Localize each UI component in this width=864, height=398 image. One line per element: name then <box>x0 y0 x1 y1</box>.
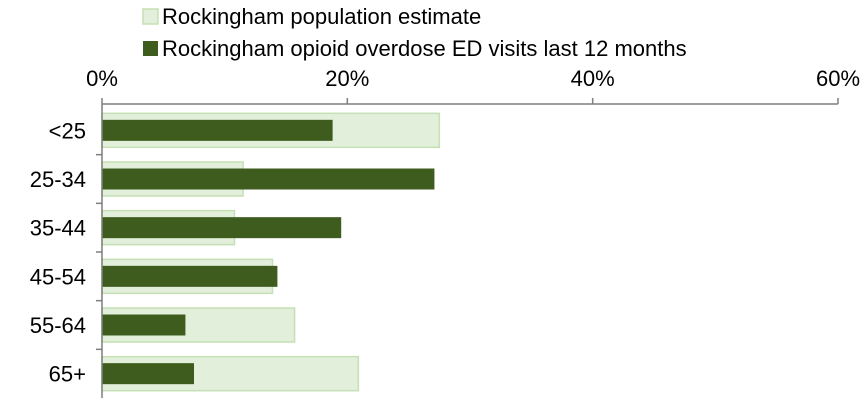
y-axis: <25 25-34 35-44 45-54 55-64 65+ <box>30 118 86 386</box>
category-label: 55-64 <box>30 313 86 338</box>
bar-overdose-visits <box>102 363 194 385</box>
x-axis: 0% 20% 40% 60% <box>86 66 860 91</box>
category-label: 25-34 <box>30 167 86 192</box>
bar-overdose-visits <box>102 168 435 190</box>
x-tick-label: 40% <box>571 66 615 91</box>
category-label: 65+ <box>49 362 86 387</box>
legend-label-overdose: Rockingham opioid overdose ED visits las… <box>162 36 687 61</box>
bar-overdose-visits <box>102 217 342 239</box>
x-tick-label: 60% <box>816 66 860 91</box>
category-label: 45-54 <box>30 264 86 289</box>
category-label: 35-44 <box>30 216 86 241</box>
axes <box>96 98 839 398</box>
legend-swatch-overdose <box>143 41 158 56</box>
x-tick-label: 0% <box>86 66 118 91</box>
bar-overdose-visits <box>102 119 333 141</box>
bar-overdose-visits <box>102 265 278 287</box>
x-tick-label: 20% <box>325 66 369 91</box>
category-label: <25 <box>49 118 86 143</box>
legend-swatch-population <box>142 8 159 25</box>
legend-label-population: Rockingham population estimate <box>162 4 481 29</box>
legend: Rockingham population estimate Rockingha… <box>142 4 687 61</box>
bars <box>101 112 441 392</box>
bar-overdose-visits <box>102 314 186 336</box>
